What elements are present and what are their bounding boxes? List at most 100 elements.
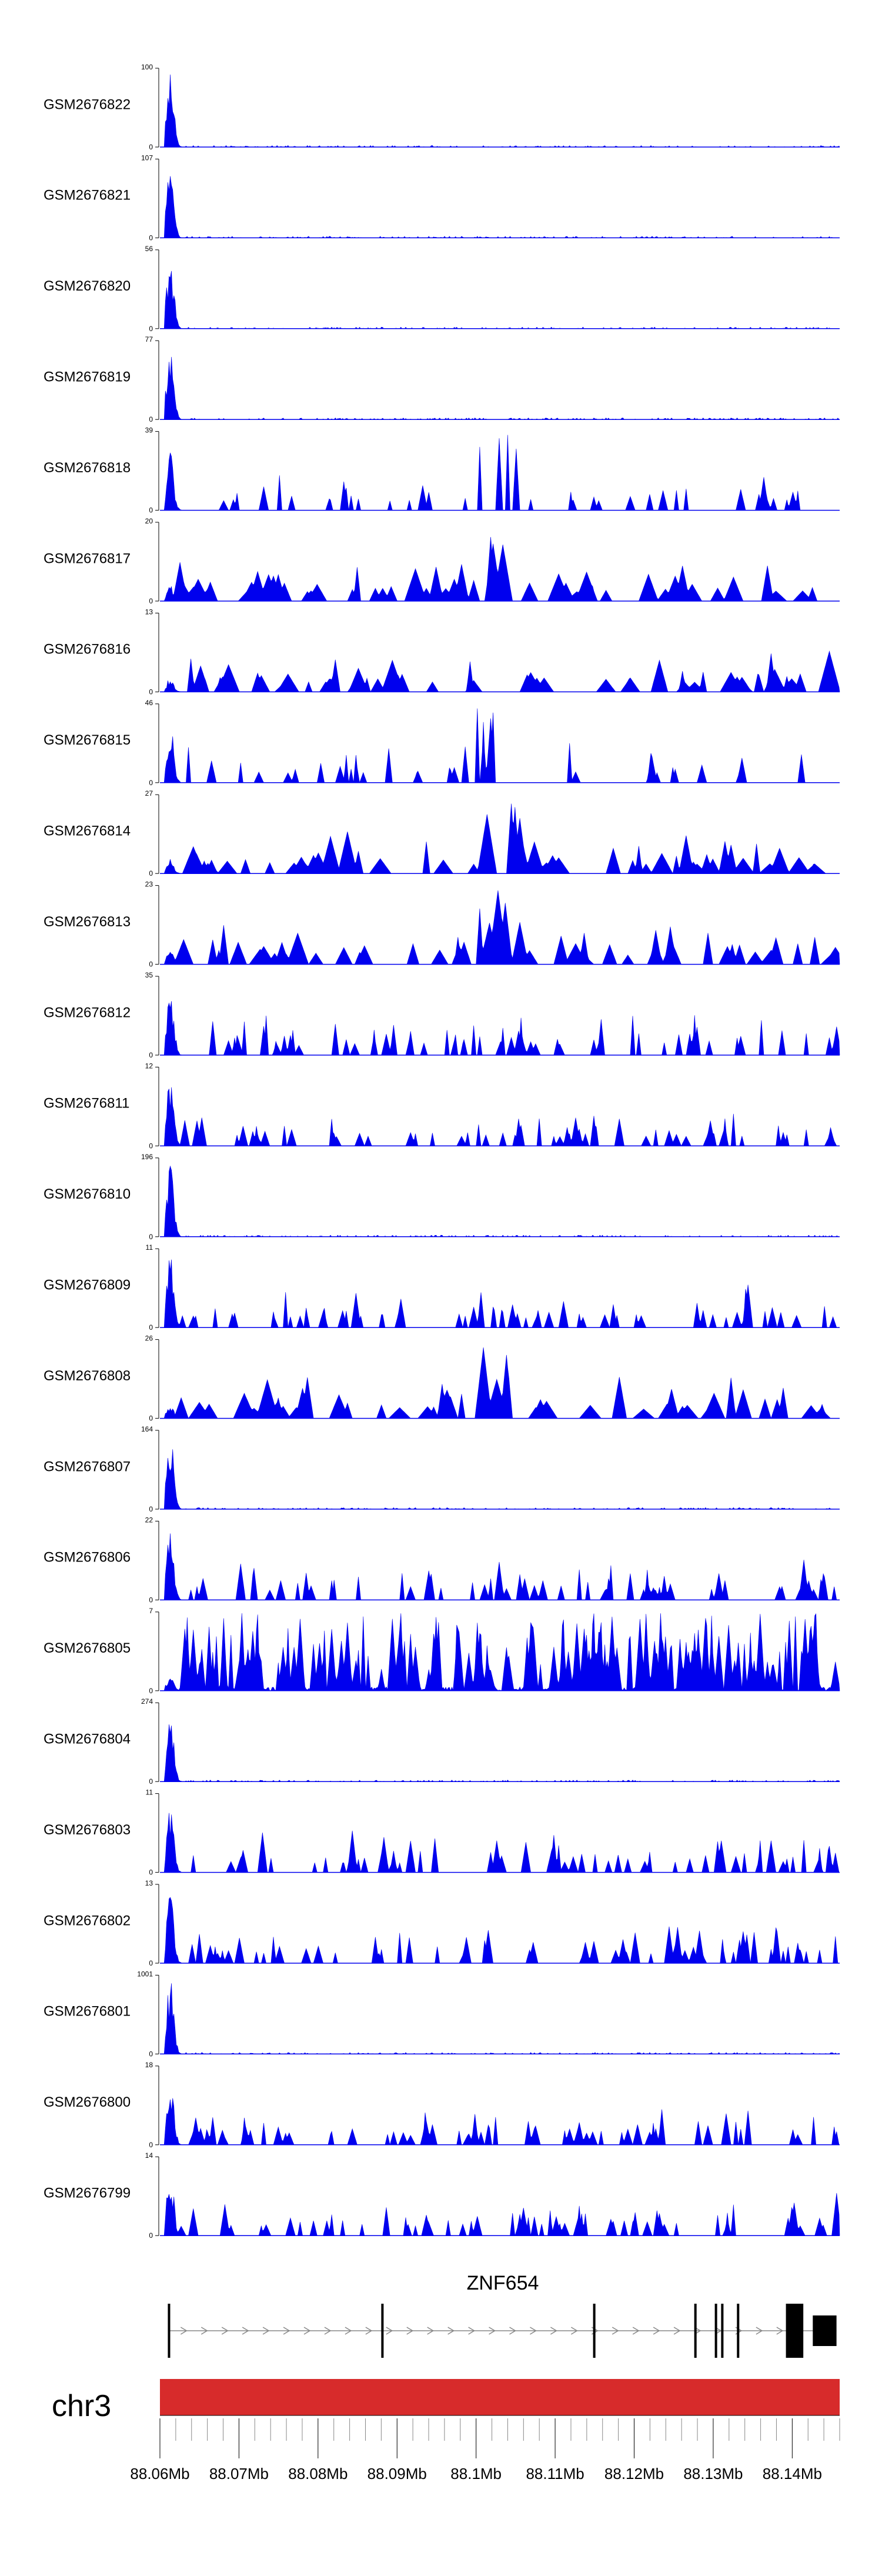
gene-exon bbox=[721, 2304, 724, 2358]
strand-arrow bbox=[612, 2327, 619, 2335]
x-tick-label: 88.11Mb bbox=[526, 2465, 584, 2482]
track-GSM2676813: GSM2676813 23 0 bbox=[44, 880, 840, 969]
track-GSM2676821: GSM2676821 107 0 bbox=[44, 154, 840, 242]
x-tick-label: 88.13Mb bbox=[683, 2465, 743, 2482]
y-tick-label-min: 0 bbox=[149, 1959, 153, 1967]
track-GSM2676805: GSM2676805 7 0 bbox=[44, 1607, 840, 1695]
track-GSM2676807: GSM2676807 164 0 bbox=[44, 1425, 840, 1513]
track-GSM2676815: GSM2676815 46 0 bbox=[44, 699, 840, 787]
strand-arrow bbox=[776, 2327, 784, 2335]
signal-area bbox=[160, 650, 840, 693]
track-GSM2676806: GSM2676806 22 0 bbox=[44, 1516, 840, 1604]
x-tick-label: 88.1Mb bbox=[450, 2465, 502, 2482]
track-label: GSM2676808 bbox=[44, 1368, 131, 1384]
strand-arrow bbox=[509, 2327, 516, 2335]
strand-arrow bbox=[550, 2327, 557, 2335]
y-tick-label-min: 0 bbox=[149, 1233, 153, 1241]
track-label: GSM2676799 bbox=[44, 2185, 131, 2201]
x-tick-label: 88.14Mb bbox=[763, 2465, 822, 2482]
y-tick-label-min: 0 bbox=[149, 2231, 153, 2240]
chromosome-track: chr3 88.06Mb 88.07Mb 88.08Mb 88.09Mb 88.1Mb 8… bbox=[52, 2379, 840, 2482]
x-tick-label: 88.08Mb bbox=[288, 2465, 348, 2482]
track-GSM2676804: GSM2676804 274 0 bbox=[44, 1697, 840, 1786]
track-GSM2676812: GSM2676812 35 0 bbox=[44, 971, 840, 1059]
track-label: GSM2676809 bbox=[44, 1277, 131, 1293]
y-tick-label-max: 56 bbox=[145, 245, 153, 253]
signal-tracks: GSM2676822 100 0 GSM2676821 107 0 GSM2676820 56… bbox=[44, 63, 840, 2240]
y-tick-label-min: 0 bbox=[149, 143, 153, 151]
x-tick-label: 88.07Mb bbox=[209, 2465, 269, 2482]
y-tick-label-min: 0 bbox=[149, 688, 153, 696]
y-tick-label-max: 46 bbox=[145, 699, 153, 707]
track-GSM2676799: GSM2676799 14 0 bbox=[44, 2151, 840, 2240]
gene-exon bbox=[737, 2304, 740, 2358]
signal-area bbox=[160, 1347, 840, 1419]
strand-arrow bbox=[427, 2327, 435, 2335]
y-tick-label-min: 0 bbox=[149, 415, 153, 423]
strand-arrow bbox=[756, 2327, 763, 2335]
signal-area bbox=[160, 1813, 840, 1873]
track-GSM2676802: GSM2676802 13 0 bbox=[44, 1879, 840, 1967]
track-GSM2676801: GSM2676801 1001 0 bbox=[44, 1970, 840, 2058]
y-tick-label-min: 0 bbox=[149, 325, 153, 333]
signal-area bbox=[160, 803, 840, 875]
x-tick-label: 88.06Mb bbox=[130, 2465, 189, 2482]
track-label: GSM2676821 bbox=[44, 188, 131, 203]
strand-arrow bbox=[570, 2327, 578, 2335]
track-GSM2676816: GSM2676816 13 0 bbox=[44, 608, 840, 696]
strand-arrow bbox=[468, 2327, 476, 2335]
strand-arrow bbox=[530, 2327, 537, 2335]
strand-arrow bbox=[365, 2327, 373, 2335]
y-tick-label-max: 26 bbox=[145, 1334, 153, 1343]
track-label: GSM2676801 bbox=[44, 2004, 131, 2020]
track-GSM2676803: GSM2676803 11 0 bbox=[44, 1788, 840, 1877]
strand-arrow bbox=[242, 2327, 249, 2335]
strand-arrow bbox=[201, 2327, 208, 2335]
y-tick-label-min: 0 bbox=[149, 1051, 153, 1059]
signal-area bbox=[160, 74, 840, 148]
strand-arrow bbox=[262, 2327, 270, 2335]
strand-arrow bbox=[653, 2327, 660, 2335]
signal-area bbox=[160, 1613, 840, 1691]
y-tick-label-max: 39 bbox=[145, 426, 153, 435]
track-label: GSM2676806 bbox=[44, 1550, 131, 1566]
gene-name-label: ZNF654 bbox=[467, 2272, 539, 2294]
track-label: GSM2676811 bbox=[44, 1096, 129, 1112]
track-GSM2676818: GSM2676818 39 0 bbox=[44, 426, 840, 515]
y-tick-label-max: 107 bbox=[141, 154, 153, 162]
strand-arrow bbox=[283, 2327, 290, 2335]
y-tick-label-max: 196 bbox=[141, 1153, 153, 1161]
y-tick-label-min: 0 bbox=[149, 960, 153, 969]
strand-arrow bbox=[632, 2327, 640, 2335]
track-GSM2676817: GSM2676817 20 0 bbox=[44, 517, 840, 605]
y-tick-label-min: 0 bbox=[149, 233, 153, 242]
y-tick-label-min: 0 bbox=[149, 1868, 153, 1877]
track-GSM2676809: GSM2676809 11 0 bbox=[44, 1243, 840, 1332]
signal-area bbox=[160, 708, 840, 783]
x-tick-label: 88.09Mb bbox=[368, 2465, 427, 2482]
signal-area bbox=[160, 2098, 840, 2145]
y-tick-label-min: 0 bbox=[149, 1596, 153, 1604]
signal-area bbox=[160, 1087, 840, 1147]
y-tick-label-min: 0 bbox=[149, 506, 153, 515]
gene-exon bbox=[168, 2304, 171, 2358]
track-label: GSM2676810 bbox=[44, 1186, 131, 1202]
signal-area bbox=[160, 356, 840, 420]
y-tick-label-max: 13 bbox=[145, 1879, 153, 1887]
signal-area bbox=[160, 1001, 840, 1056]
track-label: GSM2676815 bbox=[44, 732, 131, 748]
y-tick-label-max: 100 bbox=[141, 63, 153, 71]
y-tick-label-min: 0 bbox=[149, 1777, 153, 1786]
y-tick-label-max: 11 bbox=[146, 1243, 153, 1252]
chromosome-bar bbox=[160, 2379, 840, 2415]
track-GSM2676811: GSM2676811 12 0 bbox=[44, 1062, 840, 1150]
y-tick-label-max: 12 bbox=[145, 1062, 153, 1070]
y-tick-label-max: 22 bbox=[145, 1516, 153, 1524]
track-label: GSM2676802 bbox=[44, 1913, 131, 1928]
y-tick-label-max: 20 bbox=[145, 517, 153, 525]
chromosome-label: chr3 bbox=[52, 2389, 111, 2423]
strand-arrow bbox=[221, 2327, 229, 2335]
signal-area bbox=[160, 1259, 840, 1329]
y-tick-label-min: 0 bbox=[149, 2141, 153, 2149]
